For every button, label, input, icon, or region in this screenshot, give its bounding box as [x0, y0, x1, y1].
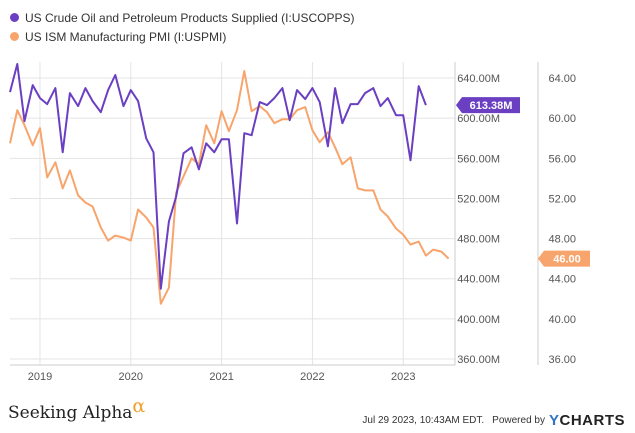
legend-marker-pmi — [10, 32, 19, 41]
left-axis-tick-label: 440.00M — [457, 274, 500, 286]
ycharts-logo: YCHARTS — [549, 412, 625, 429]
legend: US Crude Oil and Petroleum Products Supp… — [10, 8, 354, 46]
oil-last-value-badge — [456, 97, 520, 114]
brand-name: Seeking Alpha — [8, 403, 133, 423]
value-labels: 613.38M 46.00 — [456, 97, 590, 267]
alpha-icon: α — [132, 395, 146, 417]
right-axis-tick-label: 64.00 — [548, 73, 576, 85]
ycharts-wordmark: CHARTS — [559, 412, 625, 429]
left-axis-tick-label: 480.00M — [457, 234, 500, 246]
oil-supplied-line — [9, 63, 427, 290]
oil-last-value-text: 613.38M — [470, 100, 513, 112]
right-axis-tick-label: 44.00 — [548, 274, 576, 286]
x-axis-tick-label: 2023 — [391, 371, 415, 383]
left-axis-tick-label: 400.00M — [457, 314, 500, 326]
x-axis-tick-label: 2021 — [209, 371, 233, 383]
left-axis-tick-label: 600.00M — [457, 113, 500, 125]
legend-item-oil[interactable]: US Crude Oil and Petroleum Products Supp… — [10, 8, 354, 27]
timestamp: Jul 29 2023, 10:43AM EDT. — [362, 415, 485, 426]
pmi-last-value-text: 46.00 — [553, 254, 581, 266]
powered-by-label: Powered by — [492, 415, 545, 426]
right-axis-tick-label: 56.00 — [548, 153, 576, 165]
ycharts-mark: Y — [548, 412, 560, 429]
right-axis-tick-label: 48.00 — [548, 234, 576, 246]
pmi-last-value-badge — [538, 250, 590, 267]
right-axis-tick-label: 52.00 — [548, 193, 576, 205]
left-axis-tick-label: 560.00M — [457, 153, 500, 165]
series-lines — [9, 63, 450, 305]
legend-marker-oil — [10, 13, 19, 22]
legend-item-pmi[interactable]: US ISM Manufacturing PMI (I:USPMI) — [10, 27, 354, 46]
right-axis-tick-label: 60.00 — [548, 113, 576, 125]
grid-lines — [10, 62, 455, 365]
legend-label-oil: US Crude Oil and Petroleum Products Supp… — [25, 10, 355, 25]
pmi-line — [9, 70, 450, 305]
left-axis-tick-label: 640.00M — [457, 73, 500, 85]
right-axis-tick-label: 40.00 — [548, 314, 576, 326]
legend-label-pmi: US ISM Manufacturing PMI (I:USPMI) — [25, 29, 227, 44]
axes: 640.00M 600.00M 560.00M 520.00M 480.00M 440.0… — [10, 62, 576, 383]
x-axis-tick-label: 2019 — [28, 371, 52, 383]
x-axis-tick-label: 2022 — [300, 371, 324, 383]
left-axis-tick-label: 360.00M — [457, 354, 500, 366]
left-axis-tick-label: 520.00M — [457, 193, 500, 205]
right-axis-tick-label: 36.00 — [548, 354, 576, 366]
x-axis-tick-label: 2020 — [119, 371, 143, 383]
seeking-alpha-logo: Seeking Alphaα — [8, 395, 145, 423]
footer-credits: Jul 29 2023, 10:43AM EDT. Powered by YCH… — [362, 412, 625, 429]
